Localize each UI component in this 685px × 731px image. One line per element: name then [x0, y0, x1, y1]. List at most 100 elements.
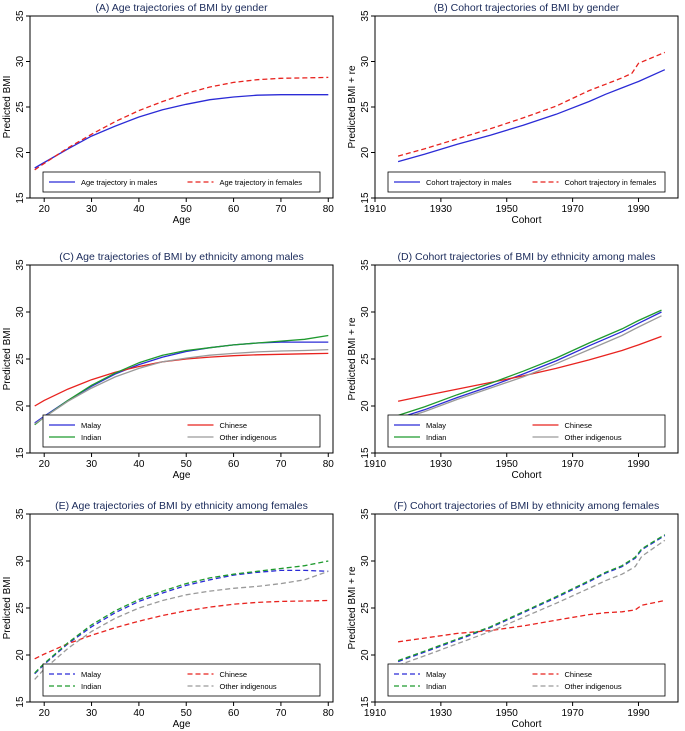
x-tick-label: 20 — [39, 204, 51, 215]
chart-title: (B) Cohort trajectories of BMI by gender — [434, 2, 620, 14]
series-line-other-indigenous — [397, 315, 662, 421]
chart-panel-e: (E) Age trajectories of BMI by ethnicity… — [2, 500, 334, 730]
x-tick-label: 1950 — [496, 204, 519, 215]
legend-label: Age trajectory in females — [220, 178, 303, 187]
x-tick-label: 1970 — [561, 708, 584, 719]
plot-frame — [29, 15, 334, 199]
legend: Age trajectory in males Age trajectory in… — [42, 171, 321, 193]
legend-label: Chinese — [220, 670, 248, 679]
series-line-cohort-trajectory-in-females — [397, 51, 666, 157]
legend: Malay Chinese Indian Other indigenous — [387, 414, 666, 448]
y-tick-label: 15 — [360, 192, 371, 204]
y-tick-label: 15 — [15, 447, 26, 459]
y-tick-label: 15 — [360, 447, 371, 459]
x-tick-label: 1930 — [430, 459, 453, 470]
y-tick-label: 25 — [15, 101, 26, 113]
y-tick-label: 35 — [15, 508, 26, 520]
y-axis-label: Predicted BMI — [2, 328, 13, 391]
series-line-indian — [397, 309, 662, 417]
legend-box — [42, 171, 321, 193]
y-axis-label: Predicted BMI — [2, 577, 13, 640]
x-tick-label: 30 — [86, 204, 98, 215]
y-tick-label: 35 — [360, 10, 371, 22]
legend-label: Other indigenous — [565, 433, 622, 442]
legend-label: Malay — [81, 421, 101, 430]
x-tick-label: 1990 — [627, 459, 650, 470]
legend-label: Other indigenous — [220, 433, 277, 442]
x-tick-label: 1930 — [430, 204, 453, 215]
x-axis-label: Age — [173, 470, 191, 481]
legend-label: Other indigenous — [565, 682, 622, 691]
x-axis-label: Cohort — [511, 215, 541, 226]
legend: Cohort trajectory in males Cohort traject… — [387, 171, 666, 193]
legend-label: Chinese — [220, 421, 248, 430]
x-tick-label: 1950 — [496, 708, 519, 719]
series-line-indian — [34, 560, 329, 674]
x-tick-label: 40 — [133, 708, 145, 719]
x-tick-label: 1990 — [627, 708, 650, 719]
legend-label: Malay — [426, 670, 446, 679]
series-line-other-indigenous — [34, 570, 329, 680]
series-line-indian — [34, 334, 329, 426]
y-tick-label: 20 — [360, 147, 371, 159]
legend-box — [387, 171, 666, 193]
x-tick-label: 60 — [228, 204, 240, 215]
legend-label: Malay — [426, 421, 446, 430]
x-tick-label: 70 — [275, 708, 287, 719]
y-tick-label: 30 — [15, 555, 26, 567]
chart-panel-f: (F) Cohort trajectories of BMI by ethnic… — [347, 500, 679, 730]
chart-title: (D) Cohort trajectories of BMI by ethnic… — [398, 251, 656, 263]
y-tick-label: 25 — [360, 101, 371, 113]
x-axis-label: Cohort — [511, 470, 541, 481]
x-axis-label: Age — [173, 719, 191, 730]
series-line-chinese — [34, 599, 329, 660]
y-tick-label: 25 — [15, 353, 26, 365]
x-tick-label: 20 — [39, 459, 51, 470]
y-tick-label: 30 — [15, 306, 26, 318]
y-tick-label: 30 — [360, 555, 371, 567]
legend-label: Cohort trajectory in females — [565, 178, 657, 187]
legend-box — [42, 414, 321, 448]
legend: Malay Chinese Indian Other indigenous — [42, 414, 321, 448]
x-tick-label: 1950 — [496, 459, 519, 470]
y-tick-label: 35 — [15, 259, 26, 271]
legend-box — [42, 663, 321, 697]
series-line-other-indigenous — [397, 539, 666, 666]
x-tick-label: 1990 — [627, 204, 650, 215]
x-tick-label: 50 — [181, 204, 193, 215]
chart-title: (C) Age trajectories of BMI by ethnicity… — [59, 251, 304, 263]
x-tick-label: 50 — [181, 708, 193, 719]
y-tick-label: 15 — [15, 696, 26, 708]
legend-label: Indian — [81, 682, 101, 691]
x-tick-label: 1930 — [430, 708, 453, 719]
series-line-malay — [34, 569, 329, 675]
chart-title: (A) Age trajectories of BMI by gender — [95, 2, 268, 14]
x-tick-label: 1910 — [364, 708, 387, 719]
y-tick-label: 20 — [360, 400, 371, 412]
series-line-indian — [397, 534, 666, 662]
y-tick-label: 35 — [360, 508, 371, 520]
x-tick-label: 1970 — [561, 204, 584, 215]
y-tick-label: 25 — [360, 602, 371, 614]
y-tick-label: 15 — [15, 192, 26, 204]
legend-label: Indian — [81, 433, 101, 442]
legend: Malay Chinese Indian Other indigenous — [42, 663, 321, 697]
y-tick-label: 35 — [360, 259, 371, 271]
legend-label: Indian — [426, 682, 446, 691]
x-tick-label: 1970 — [561, 459, 584, 470]
x-tick-label: 30 — [86, 459, 98, 470]
x-tick-label: 70 — [275, 204, 287, 215]
y-axis-label: Predicted BMI + re — [347, 317, 358, 401]
y-tick-label: 20 — [15, 147, 26, 159]
y-tick-label: 25 — [360, 353, 371, 365]
y-tick-label: 35 — [15, 10, 26, 22]
x-tick-label: 80 — [323, 204, 335, 215]
x-tick-label: 40 — [133, 459, 145, 470]
legend-box — [387, 414, 666, 448]
y-tick-label: 15 — [360, 696, 371, 708]
plot-frame — [374, 15, 679, 199]
y-tick-label: 20 — [15, 649, 26, 661]
series-line-cohort-trajectory-in-males — [397, 69, 666, 163]
series-line-chinese — [397, 335, 662, 402]
